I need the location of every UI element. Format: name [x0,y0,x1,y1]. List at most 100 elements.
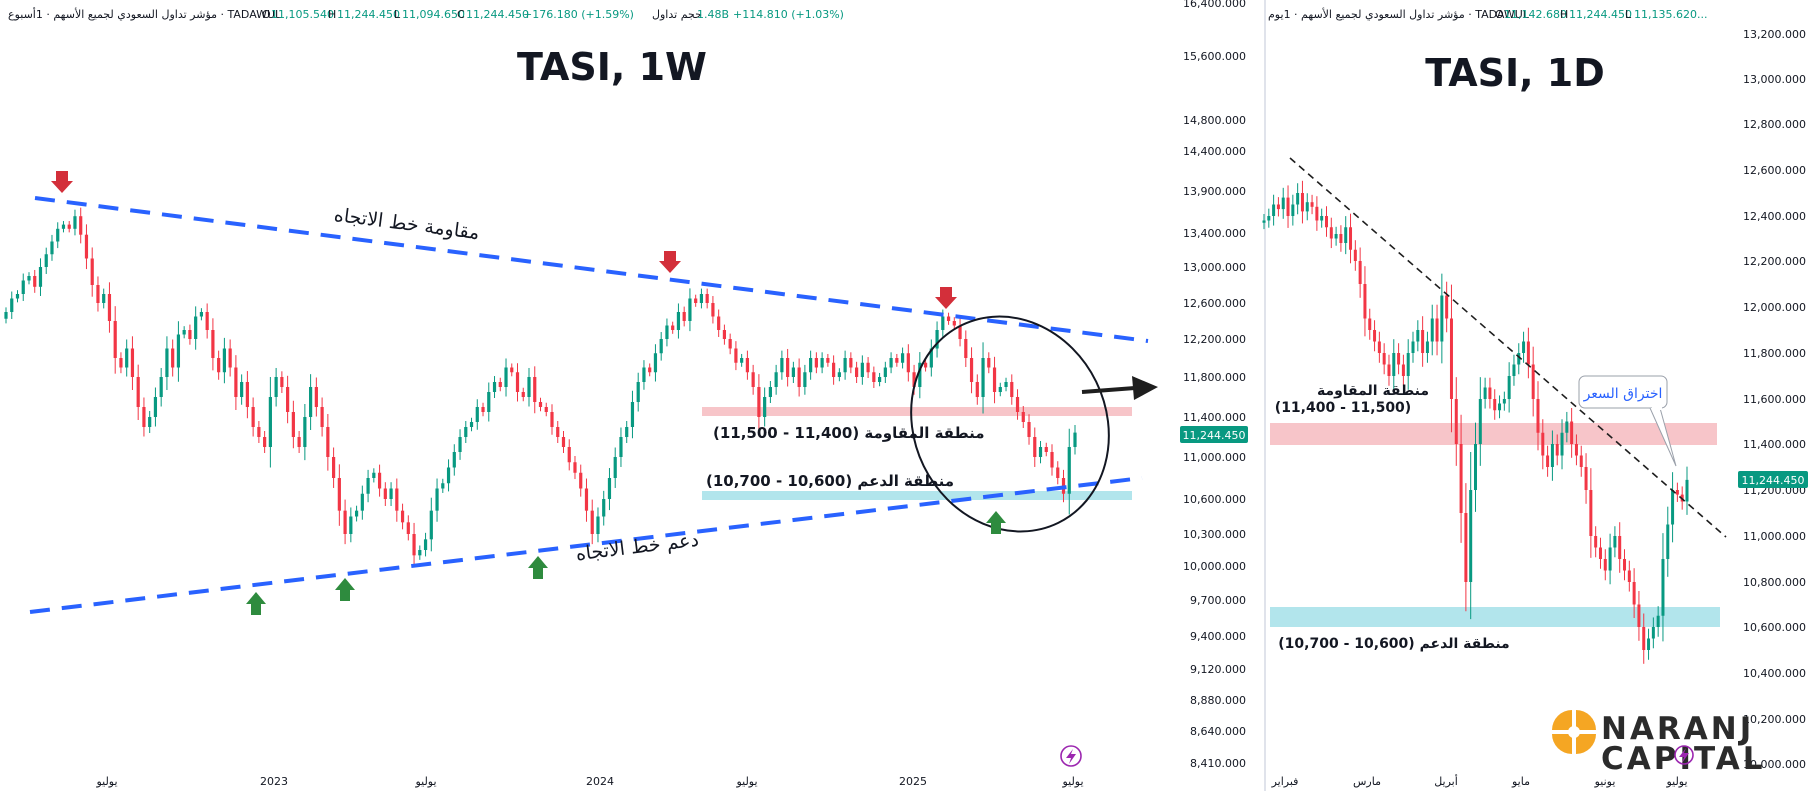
weekly-candle [1038,441,1043,464]
weekly-low-value: 11,094.650 [402,8,465,21]
weekly-candle [33,269,37,293]
daily-y-tick-label: 11,800.000 [1743,347,1806,360]
weekly-candle [791,361,795,383]
weekly-y-tick-label: 8,640.000 [1190,725,1246,738]
weekly-y-tick-label: 14,800.000 [1183,114,1246,127]
weekly-candle [567,439,571,471]
weekly-candle [1073,425,1077,455]
daily-y-tick-label: 10,400.000 [1743,667,1806,680]
weekly-candle [964,330,968,368]
daily-candle [1498,395,1502,419]
weekly-y-tick-label: 9,120.000 [1190,663,1246,676]
weekly-candle [590,499,594,545]
weekly-candle [751,364,755,395]
daily-candle [1618,522,1622,573]
weekly-x-tick-label: يوليو [1061,775,1083,788]
daily-candle [1267,208,1271,228]
weekly-candle [297,431,301,453]
weekly-time-axis: يوليو 2023 يوليو 2024 يوليو 2025 يوليو [95,775,1083,788]
weekly-candle [492,376,497,398]
weekly-candle [757,374,761,430]
daily-candle [1651,617,1655,649]
weekly-x-tick-label: يوليو [735,775,757,788]
weekly-candle [607,468,612,511]
naranj-logo-mark-icon [1552,710,1596,754]
weekly-candle [958,318,962,347]
daily-y-tick-label: 13,000.000 [1743,73,1806,86]
daily-candle [1358,247,1362,298]
daily-candle [1401,354,1405,386]
daily-candle [1435,304,1439,356]
weekly-candle [803,364,807,395]
weekly-candle [717,309,721,337]
weekly-candle [84,224,89,270]
weekly-candle [280,371,284,393]
daily-candle [1579,445,1583,477]
weekly-volume-label: حجم تداول [652,8,702,21]
weekly-candle [527,367,531,407]
daily-downtrend-line [1289,157,1727,538]
weekly-candle [79,207,83,244]
weekly-x-tick-label: يوليو [95,775,117,788]
weekly-candle [194,306,198,350]
replay-lightning-icon[interactable] [1060,745,1082,767]
daily-candle [1281,187,1285,219]
daily-replay-lightning-icon[interactable] [1674,745,1694,765]
daily-y-tick-label: 12,400.000 [1743,210,1806,223]
weekly-candle [27,272,31,285]
weekly-candle [826,353,830,367]
weekly-candle [182,326,186,339]
daily-candle [1392,339,1396,390]
weekly-candle [676,303,681,339]
weekly-candle [625,421,629,443]
weekly-candle [774,364,778,395]
daily-candle [1440,273,1444,364]
daily-price-axis: 13,200.000 13,000.000 12,800.000 12,600.000… [1743,28,1806,771]
weekly-x-tick-label: 2023 [260,775,288,788]
weekly-candle [165,336,169,390]
weekly-candle [38,258,43,296]
daily-candle [1454,377,1458,466]
weekly-candle [360,485,364,520]
daily-candle [1469,452,1473,620]
daily-candle [1502,391,1506,411]
weekly-last-price-text: 11,244.450 [1183,429,1246,442]
weekly-change: +176.180 (+1.59%) [523,8,634,21]
daily-candle [1555,434,1559,466]
weekly-candle [372,468,376,483]
weekly-candle [946,312,951,325]
weekly-candle [1004,377,1008,392]
weekly-candle [395,478,399,522]
weekly-candle [412,522,416,566]
daily-candle [1310,194,1314,215]
daily-candle [1305,193,1309,221]
weekly-candle [205,303,209,339]
weekly-highlight-ellipse [910,315,1110,533]
weekly-candle [452,444,456,476]
weekly-trend-support-label: دعم خط الاتجاه [575,529,700,566]
weekly-symbol: مؤشر تداول السعودي لجميع الأسهم · 1أسبوع… [8,7,282,21]
weekly-candle [573,456,577,480]
weekly-candle [113,306,117,374]
weekly-candle [711,296,715,324]
arrow-down-marker [659,251,681,273]
weekly-candle [900,347,905,369]
weekly-candle [1015,389,1020,420]
weekly-candle [234,355,238,410]
weekly-candle [435,478,439,522]
weekly-candle [694,294,698,307]
weekly-y-tick-label: 13,400.000 [1183,227,1246,240]
weekly-candle [613,447,617,488]
daily-support-zone-label: منطقة الدعم (10,600 - 10,700) [1278,636,1509,652]
weekly-candle [286,375,290,424]
weekly-candle [423,532,428,557]
weekly-candle [1027,414,1031,445]
daily-candle [1377,331,1381,363]
weekly-candle [780,350,784,380]
weekly-candle [935,321,939,358]
weekly-candle [602,490,606,526]
weekly-candle [343,499,347,545]
daily-candle [1594,526,1598,558]
daily-x-tick-label: فبراير [1271,775,1299,788]
weekly-candle [665,318,669,347]
